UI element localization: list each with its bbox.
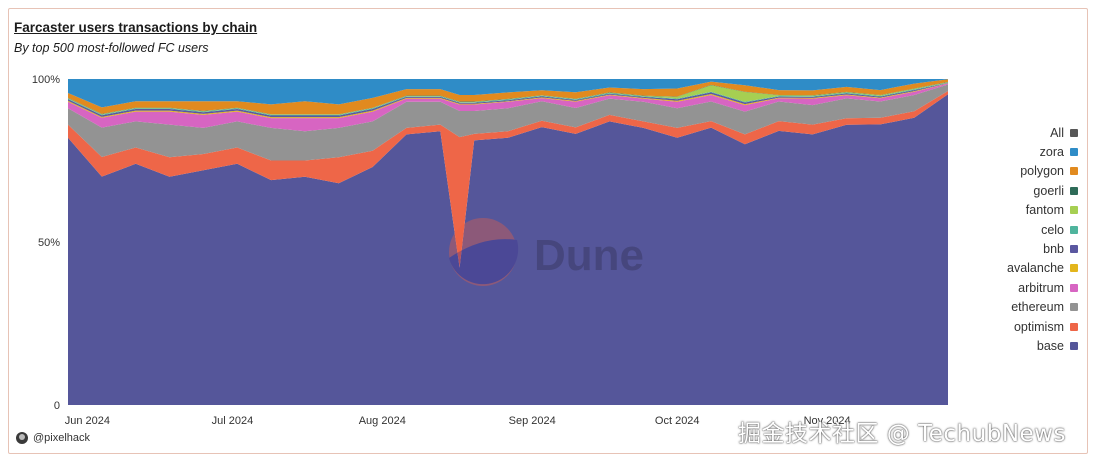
chart-subtitle: By top 500 most-followed FC users — [14, 41, 209, 55]
legend-swatch — [1070, 303, 1078, 312]
legend-label: arbitrum — [1018, 280, 1064, 295]
dune-logo-text: Dune — [534, 231, 644, 280]
legend-label: zora — [1039, 145, 1064, 160]
legend-item-celo[interactable]: celo — [1007, 220, 1078, 239]
legend-item-ethereum[interactable]: ethereum — [1007, 298, 1078, 317]
x-tick-label: Jun 2024 — [65, 415, 110, 427]
x-tick-label: Aug 2024 — [359, 415, 406, 427]
legend-item-base[interactable]: base — [1007, 336, 1078, 355]
area-arbitrum — [68, 83, 948, 132]
legend-item-bnb[interactable]: bnb — [1007, 239, 1078, 258]
area-optimism — [68, 91, 948, 268]
legend-swatch — [1070, 206, 1078, 215]
legend-item-fantom[interactable]: fantom — [1007, 201, 1078, 220]
legend-label: All — [1050, 125, 1064, 140]
legend-label: avalanche — [1007, 261, 1064, 276]
legend-label: celo — [1041, 222, 1064, 237]
legend-label: polygon — [1020, 164, 1064, 179]
legend-swatch — [1070, 186, 1078, 195]
legend-item-polygon[interactable]: polygon — [1007, 162, 1078, 181]
watermark-text: 掘金技术社区 @ TechubNews — [738, 421, 1066, 447]
legend-swatch — [1070, 264, 1078, 273]
legend-swatch — [1070, 225, 1078, 234]
area-base — [68, 94, 948, 405]
legend-item-optimism[interactable]: optimism — [1007, 317, 1078, 336]
legend-swatch — [1070, 341, 1078, 350]
legend-item-arbitrum[interactable]: arbitrum — [1007, 278, 1078, 297]
x-tick-label: Nov 2024 — [804, 415, 851, 427]
area-polygon — [68, 79, 948, 115]
y-tick-label: 50% — [38, 237, 60, 249]
legend-swatch — [1070, 245, 1078, 254]
legend-label: ethereum — [1011, 300, 1064, 315]
x-tick-label: Oct 2024 — [655, 415, 700, 427]
dune-logo-icon — [449, 218, 517, 286]
x-tick-label: Sep 2024 — [509, 415, 556, 427]
dune-logo: Dune — [449, 218, 644, 286]
legend-item-goerli[interactable]: goerli — [1007, 181, 1078, 200]
area-ethereum — [68, 84, 948, 161]
legend-item-All[interactable]: All — [1007, 123, 1078, 142]
legend-item-zora[interactable]: zora — [1007, 142, 1078, 161]
x-tick-label: Jul 2024 — [212, 415, 254, 427]
author-credit[interactable]: @pixelhack — [16, 432, 90, 444]
author-handle: @pixelhack — [33, 432, 91, 444]
chart-legend: All zora polygon goerli fantom celo bnb avalanc… — [1007, 123, 1078, 356]
area-fantom — [68, 82, 948, 115]
y-tick-label: 0 — [54, 400, 60, 412]
legend-swatch — [1070, 148, 1078, 157]
legend-label: optimism — [1013, 319, 1064, 334]
avatar — [16, 432, 28, 444]
legend-label: goerli — [1033, 183, 1064, 198]
legend-label: base — [1036, 338, 1064, 353]
chart-title[interactable]: Farcaster users transactions by chain — [14, 20, 258, 35]
legend-item-avalanche[interactable]: avalanche — [1007, 259, 1078, 278]
y-tick-label: 100% — [32, 74, 60, 86]
legend-swatch — [1070, 128, 1078, 137]
legend-swatch — [1070, 283, 1078, 292]
legend-label: bnb — [1043, 242, 1064, 257]
legend-swatch — [1070, 167, 1078, 176]
area-zora — [68, 79, 948, 108]
legend-swatch — [1070, 322, 1078, 331]
dune-logo-shade — [449, 239, 519, 285]
legend-label: fantom — [1025, 203, 1064, 218]
